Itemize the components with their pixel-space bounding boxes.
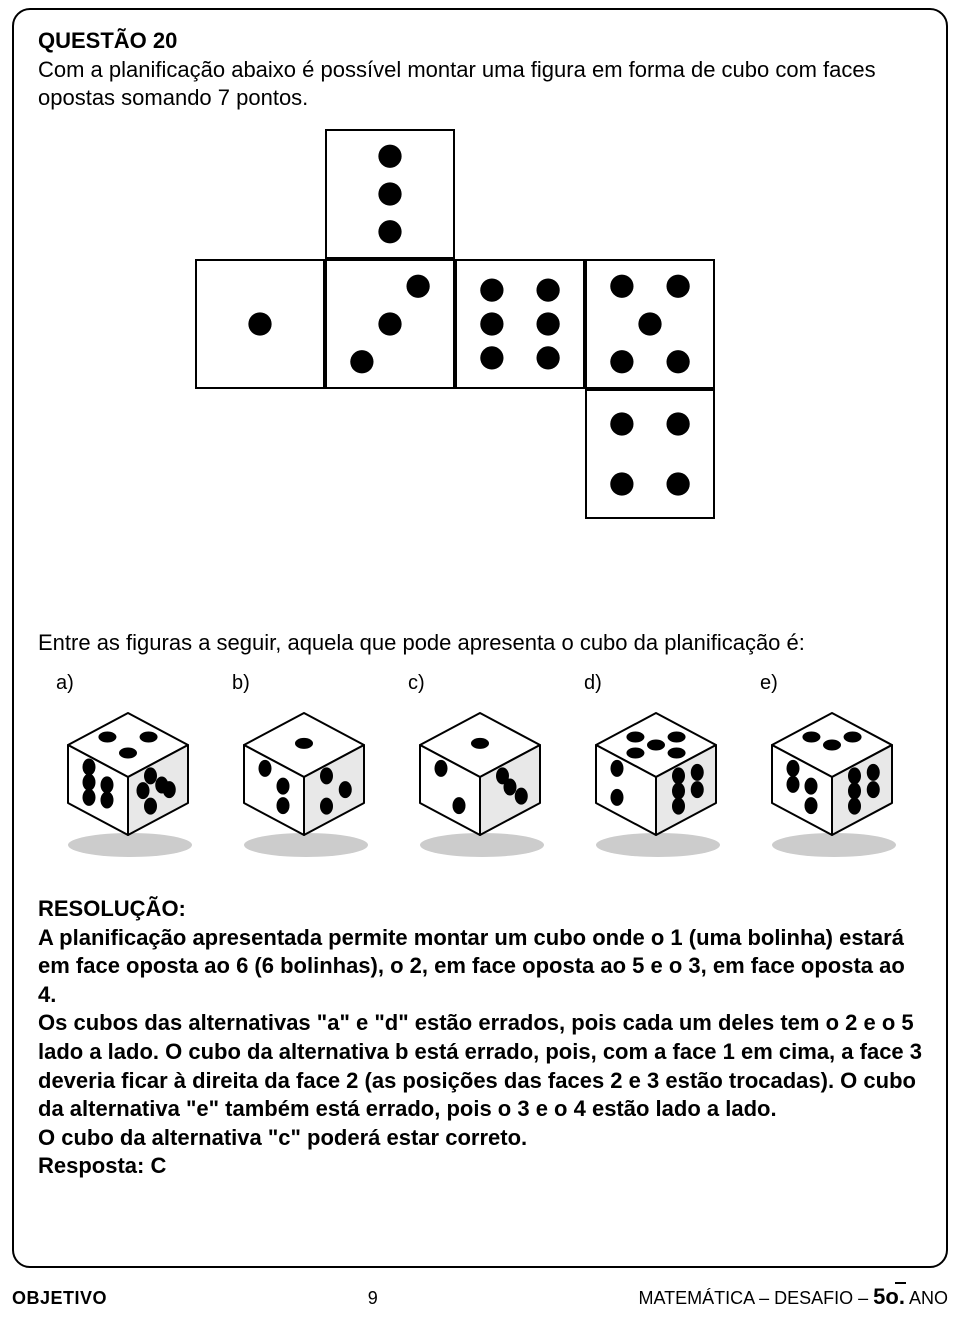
solution-p3: O cubo da alternativa "c" poderá estar c… — [38, 1125, 527, 1150]
net-cell-0 — [325, 129, 455, 259]
solution-title: RESOLUÇÃO: — [38, 896, 922, 922]
subquestion-text: Entre as figuras a seguir, aquela que po… — [38, 629, 922, 658]
question-text: Com a planificação abaixo é possível mon… — [38, 56, 922, 111]
option-label: d) — [576, 672, 736, 695]
solution-body: A planificação apresentada permite monta… — [38, 924, 922, 1181]
footer-right: MATEMÁTICA – DESAFIO – 5o. ANO — [638, 1284, 948, 1310]
page-frame: QUESTÃO 20 Com a planificação abaixo é p… — [12, 8, 948, 1268]
net-cell-2 — [325, 259, 455, 389]
option-b: b) — [224, 672, 384, 868]
die-icon — [576, 703, 736, 863]
die-icon — [400, 703, 560, 863]
die-icon — [224, 703, 384, 863]
net-cell-1 — [195, 259, 325, 389]
option-e: e) — [752, 672, 912, 868]
cube-net — [175, 129, 785, 609]
option-c: c) — [400, 672, 560, 868]
net-cell-3 — [455, 259, 585, 389]
footer-left: OBJETIVO — [12, 1288, 107, 1309]
footer-grade-num: 5 — [873, 1284, 885, 1309]
die-icon — [48, 703, 208, 863]
solution-p1: A planificação apresentada permite monta… — [38, 925, 905, 1007]
net-cell-4 — [585, 259, 715, 389]
option-label: e) — [752, 672, 912, 695]
page-footer: OBJETIVO 9 MATEMÁTICA – DESAFIO – 5o. AN… — [12, 1284, 948, 1310]
footer-right-prefix: MATEMÁTICA – DESAFIO – — [638, 1288, 873, 1308]
solution-p2: Os cubos das alternativas "a" e "d" estã… — [38, 1010, 922, 1121]
option-a: a) — [48, 672, 208, 868]
question-title: QUESTÃO 20 — [38, 28, 922, 54]
option-label: c) — [400, 672, 560, 695]
option-d: d) — [576, 672, 736, 868]
footer-grade-ord: o. — [885, 1284, 905, 1309]
dice-options-row: a) b) c) d) e) — [48, 672, 912, 868]
option-label: b) — [224, 672, 384, 695]
footer-page-number: 9 — [368, 1288, 378, 1309]
solution-answer: Resposta: C — [38, 1153, 166, 1178]
option-label: a) — [48, 672, 208, 695]
net-cell-5 — [585, 389, 715, 519]
footer-right-suffix: ANO — [905, 1288, 948, 1308]
die-icon — [752, 703, 912, 863]
